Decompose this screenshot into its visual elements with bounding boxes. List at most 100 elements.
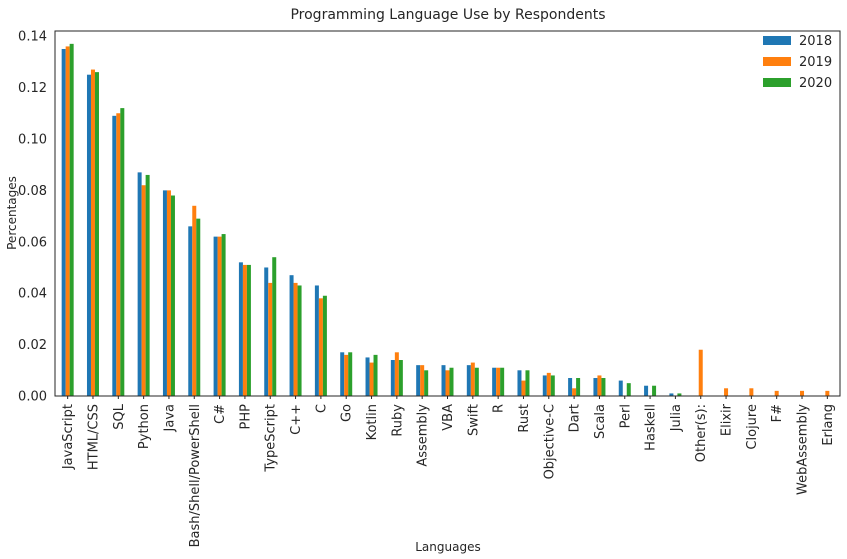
x-tick-label: PHP [238,404,253,430]
bar-2018-dart [568,378,573,396]
x-axis-label: Languages [415,540,480,554]
bar-2018-php [238,262,243,396]
x-tick-label: Kotlin [365,404,380,440]
legend: 2018 2019 2020 [763,34,832,91]
bar-2020-python [145,174,150,396]
x-tick-label: VBA [441,404,456,431]
bar-2020-r [500,367,505,396]
bar-2019-vba [445,370,450,396]
y-tick-label: 0.06 [18,235,47,250]
y-tick-label: 0.12 [18,81,47,96]
bar-2020-scala [601,378,606,396]
bar-2018-haskell [644,385,649,396]
bar-2020-ruby [398,360,403,396]
bar-2018-perl [618,380,623,396]
x-tick-label: Assembly [416,404,431,467]
bar-2019-webassembly [800,390,805,396]
bar-2019-ruby [394,352,399,396]
y-axis-ticks: 0.00 0.02 0.04 0.06 0.08 0.10 0.12 0.14 [18,30,47,405]
bar-2018-c [314,285,319,396]
bar-2019-rust [521,380,526,396]
bar-2020-kotlin [373,354,378,396]
legend-label-2019: 2019 [799,55,832,70]
bar-2018-assembly [416,365,421,396]
bars-group [61,43,830,397]
bar-2019-python [141,185,146,396]
legend-swatch-2018 [763,36,791,45]
x-tick-label: WebAssembly [796,404,811,495]
x-tick-label: Scala [593,404,608,439]
bar-2020-assembly [424,370,429,396]
bar-2020-php [246,264,251,396]
bar-2019-clojure [749,388,754,396]
y-tick-label: 0.14 [18,30,47,45]
x-tick-label: Dart [568,404,583,432]
y-tick-label: 0.08 [18,184,47,199]
bar-2019-f- [774,390,779,396]
bar-2019-erlang [825,390,830,396]
bar-2018-java [162,190,167,396]
bar-2018-julia [669,393,674,396]
bar-2018-objective-c [542,375,547,396]
bar-2018-typescript [264,267,269,396]
bar-2019-typescript [268,282,273,396]
bar-2020-rust [525,370,530,396]
x-tick-label: Clojure [745,404,760,450]
bar-2019-bash-shell-powershell [192,205,197,396]
x-tick-label: SQL [112,403,127,429]
bar-2018-go [340,352,345,396]
legend-swatch-2020 [763,78,791,87]
bar-2020-c- [221,234,226,396]
bar-2019-javascript [65,46,70,397]
bar-2018-scala [593,378,598,396]
bar-2018-ruby [390,360,395,396]
bar-2018-swift [466,365,471,396]
x-axis-ticks: JavaScript HTML/CSS SQL Python Java Bash/Shel… [61,396,836,547]
bar-2018-bash-shell-powershell [188,226,193,396]
bar-2019-sql [116,113,121,396]
y-axis-label: Percentages [5,176,19,250]
bar-2018-html-css [86,74,91,396]
bar-2019-scala [597,375,602,396]
x-tick-label: C# [213,404,228,424]
y-tick-label: 0.00 [18,390,47,405]
bar-2019-c [318,298,323,396]
legend-label-2018: 2018 [799,34,832,49]
x-tick-label: Rust [517,404,532,433]
x-tick-label: Ruby [390,404,405,437]
bar-2018-kotlin [365,357,370,396]
x-tick-label: Python [137,404,152,449]
bar-2020-html-css [94,72,99,396]
x-tick-label: Haskell [644,404,659,451]
bar-2019-objective-c [546,372,551,396]
x-tick-label: Java [162,404,177,432]
x-tick-label: F# [770,404,785,422]
bar-2019-assembly [420,365,425,396]
x-tick-label: Perl [618,404,633,428]
bar-2020-c- [297,285,302,396]
bar-2018-r [492,367,497,396]
bar-2018-c- [213,236,218,396]
x-tick-label: Go [340,404,355,422]
bar-2019-other-s- [698,349,703,396]
x-tick-label: Objective-C [542,404,557,479]
bar-2019-c- [293,282,298,396]
bar-2019-go [344,354,349,396]
x-tick-label: Elixir [720,403,735,436]
y-tick-label: 0.04 [18,287,47,302]
bar-2020-sql [120,108,125,397]
legend-label-2020: 2020 [799,76,832,91]
bar-2018-vba [441,365,446,396]
bar-2019-elixir [724,388,729,396]
bar-2020-typescript [272,257,277,396]
x-tick-label: C++ [289,404,304,435]
bar-2020-javascript [69,43,74,396]
bar-2020-perl [626,383,631,396]
x-tick-label: Bash/Shell/PowerShell [188,404,203,547]
bar-2018-python [137,172,142,396]
bar-2020-vba [449,367,454,396]
bar-2019-java [166,190,171,396]
chart-title: Programming Language Use by Respondents [290,7,605,23]
bar-2020-haskell [652,385,657,396]
